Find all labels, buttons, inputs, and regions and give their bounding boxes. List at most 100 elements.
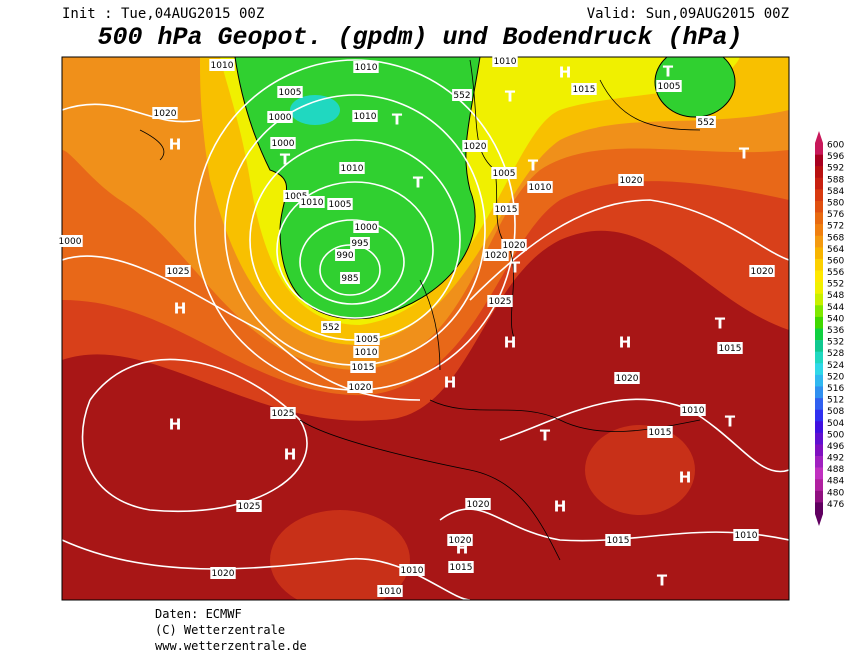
- isobar-label: 1005: [329, 200, 352, 210]
- colorbar-label: 480: [827, 488, 844, 498]
- colorbar-swatch: [815, 305, 823, 318]
- isobar-label: 1010: [355, 348, 378, 358]
- isobar-label: 552: [453, 91, 470, 101]
- colorbar-swatch: [815, 386, 823, 399]
- isobar-label: 1020: [485, 251, 508, 261]
- isobar-label-box: [347, 381, 373, 393]
- colorbar-swatch: [815, 316, 823, 329]
- colorbar-arrow-top: [815, 131, 823, 143]
- pressure-center: H: [169, 416, 182, 434]
- colorbar-swatch: [815, 490, 823, 503]
- colorbar-label: 544: [827, 303, 844, 313]
- colorbar-swatch: [815, 328, 823, 341]
- colorbar-label: 568: [827, 233, 844, 243]
- colorbar-label: 576: [827, 210, 844, 220]
- colorbar-swatch: [815, 421, 823, 434]
- colorbar-swatch: [815, 282, 823, 295]
- isobar-label-box: [350, 237, 370, 249]
- pressure-center: H: [174, 300, 187, 318]
- isobar-label-box: [277, 86, 303, 98]
- isobar-label-box: [236, 500, 262, 512]
- colorbar: 6005965925885845805765725685645605565525…: [815, 131, 844, 526]
- isobar-label: 1000: [272, 139, 295, 149]
- colorbar-swatch: [815, 467, 823, 480]
- isobar-label-box: [152, 107, 178, 119]
- pressure-center: H: [284, 446, 297, 464]
- isobar-label-box: [321, 321, 341, 333]
- colorbar-label: 508: [827, 407, 844, 417]
- isobar-label: 1010: [529, 183, 552, 193]
- colorbar-swatch: [815, 432, 823, 445]
- init-time: Init : Tue,04AUG2015 00Z: [62, 6, 264, 22]
- colorbar-label: 548: [827, 291, 844, 301]
- isobar-label: 1005: [285, 192, 308, 202]
- isobar-label: 995: [351, 239, 368, 249]
- colorbar-label: 496: [827, 442, 844, 452]
- pressure-center: T: [739, 145, 750, 163]
- colorbar-swatch: [815, 374, 823, 387]
- isobar-label: 1025: [238, 502, 261, 512]
- isobar-label: 1025: [489, 297, 512, 307]
- colorbar-label: 600: [827, 141, 844, 151]
- isobar-label: 990: [336, 251, 353, 261]
- isobar-label-box: [452, 89, 472, 101]
- isobar-label-box: [462, 140, 488, 152]
- isobar-label: 1000: [355, 223, 378, 233]
- isobar-label: 1025: [272, 409, 295, 419]
- pressure-center: H: [456, 540, 469, 558]
- colorbar-label: 536: [827, 326, 844, 336]
- isobar-label: 1020: [751, 267, 774, 277]
- isobar-label: 1005: [658, 82, 681, 92]
- pressure-center: H: [619, 334, 632, 352]
- colorbar-swatch: [815, 502, 823, 515]
- map-title: 500 hPa Geopot. (gpdm) und Bodendruck (h…: [97, 23, 742, 52]
- colorbar-label: 540: [827, 314, 844, 324]
- isobar-label-box: [605, 534, 631, 546]
- colorbar-label: 596: [827, 152, 844, 162]
- isobar-label-box: [353, 346, 379, 358]
- colorbar-label: 564: [827, 245, 844, 255]
- pressure-center: T: [715, 315, 726, 333]
- pressure-center: T: [725, 413, 736, 431]
- isobar-label: 1020: [212, 569, 235, 579]
- valid-time: Valid: Sun,09AUG2015 00Z: [587, 6, 789, 22]
- isobar-label-box: [483, 249, 509, 261]
- isobar-label: 1015: [450, 563, 473, 573]
- colorbar-swatch: [815, 143, 823, 155]
- isobar-label-box: [493, 203, 519, 215]
- map-field: [62, 57, 789, 600]
- pressure-center: T: [413, 174, 424, 192]
- pressure-center: T: [540, 427, 551, 445]
- isobar-label-box: [270, 407, 296, 419]
- isobar-label: 1020: [349, 383, 372, 393]
- pressure-centers: H T T T H T T T T T H H H H T T H H T H H H T: [169, 63, 750, 590]
- isobar-label-box: [353, 61, 379, 73]
- isobar-label: 1000: [59, 237, 82, 247]
- colorbar-label: 528: [827, 349, 844, 359]
- isobar-label-box: [352, 110, 378, 122]
- isobar-label: 1005: [493, 169, 516, 179]
- colorbar-label: 556: [827, 268, 844, 278]
- isobar-label: 1010: [379, 587, 402, 597]
- pressure-center: T: [505, 88, 516, 106]
- isobar-label-box: [448, 561, 474, 573]
- isobar-label: 1010: [735, 531, 758, 541]
- colorbar-swatch: [815, 189, 823, 202]
- colorbar-label: 572: [827, 222, 844, 232]
- colorbar-swatch: [815, 154, 823, 167]
- colorbar-swatch: [815, 224, 823, 237]
- isobar-label: 1015: [495, 205, 518, 215]
- pressure-center: H: [444, 374, 457, 392]
- isobar-label-box: [270, 137, 296, 149]
- isobar-label-box: [165, 265, 191, 277]
- isobar-label: 1020: [467, 500, 490, 510]
- isobar-label-box: [340, 272, 360, 284]
- colorbar-swatch: [815, 235, 823, 248]
- isobar-label-box: [57, 235, 83, 247]
- isobar-label: 1010: [354, 112, 377, 122]
- colorbar-swatch: [815, 200, 823, 213]
- colorbar-label: 520: [827, 372, 844, 382]
- isobar-label: 1020: [449, 536, 472, 546]
- footer-line: (C) Wetterzentrale: [155, 623, 285, 637]
- isobar-label-box: [501, 239, 527, 251]
